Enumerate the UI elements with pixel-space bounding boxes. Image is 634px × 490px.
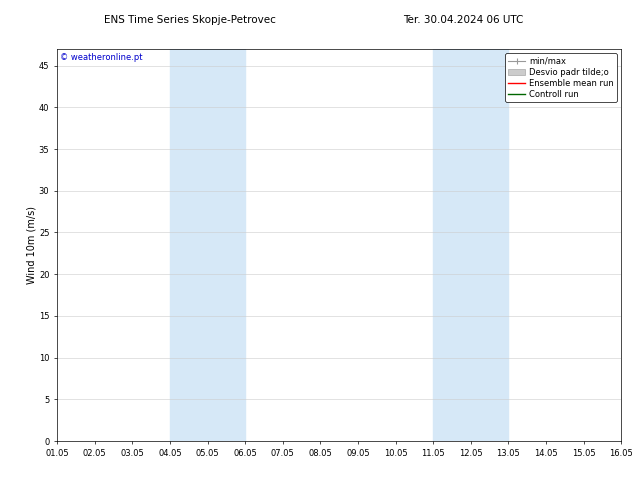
Bar <box>170 49 245 441</box>
Legend: min/max, Desvio padr tilde;o, Ensemble mean run, Controll run: min/max, Desvio padr tilde;o, Ensemble m… <box>505 53 617 102</box>
Text: © weatheronline.pt: © weatheronline.pt <box>60 53 143 62</box>
Bar <box>433 49 508 441</box>
Y-axis label: Wind 10m (m/s): Wind 10m (m/s) <box>26 206 36 284</box>
Text: Ter. 30.04.2024 06 UTC: Ter. 30.04.2024 06 UTC <box>403 15 523 24</box>
Text: ENS Time Series Skopje-Petrovec: ENS Time Series Skopje-Petrovec <box>104 15 276 24</box>
